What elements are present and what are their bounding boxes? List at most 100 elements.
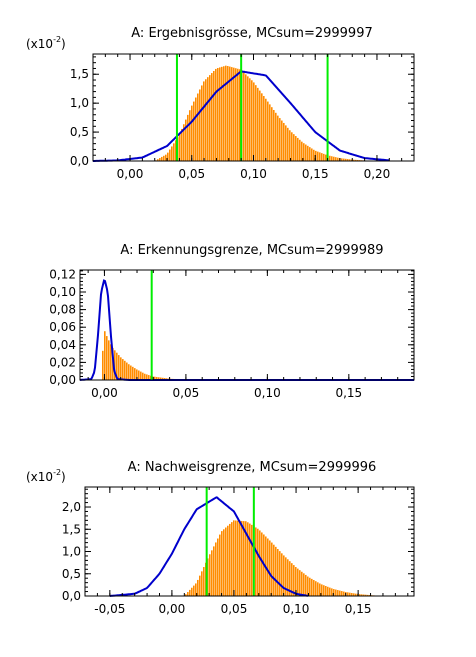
histogram-bar bbox=[227, 525, 229, 596]
histogram-bar bbox=[319, 583, 321, 596]
histogram-bar bbox=[219, 534, 221, 596]
histogram-bar bbox=[341, 591, 343, 596]
histogram-bar bbox=[329, 587, 331, 596]
histogram-bar bbox=[317, 582, 319, 596]
y-tick-label: 1,5 bbox=[62, 522, 81, 536]
histogram-bar bbox=[207, 558, 209, 596]
histogram-bar bbox=[187, 114, 189, 161]
histogram-bar bbox=[213, 546, 215, 596]
histogram-bar bbox=[156, 376, 158, 380]
histogram-bar bbox=[199, 575, 201, 596]
histogram-bar bbox=[283, 122, 285, 161]
histogram-bar bbox=[227, 66, 229, 161]
histogram-bar bbox=[191, 587, 193, 596]
histogram-bar bbox=[181, 128, 183, 161]
histogram-bar bbox=[259, 530, 261, 596]
histogram-bar bbox=[345, 158, 347, 161]
histogram-bar bbox=[355, 159, 357, 161]
histogram-bar bbox=[163, 155, 165, 161]
histogram-bar bbox=[108, 340, 110, 380]
y-tick-label: 0,10 bbox=[49, 285, 76, 299]
histogram-bar bbox=[197, 579, 199, 596]
y-axis: 0,0 0,5 1,0 1,5 bbox=[70, 56, 414, 168]
x-tick-label: 0,05 bbox=[173, 386, 200, 400]
panel-1: A: Ergebnisgrösse, MCsum=2999997 (x10-2)… bbox=[26, 26, 415, 181]
histogram-bar bbox=[251, 80, 253, 161]
histogram-bar bbox=[327, 586, 329, 596]
histogram-bar bbox=[353, 593, 355, 596]
histogram-bar bbox=[365, 594, 367, 596]
histogram-bar bbox=[333, 156, 335, 161]
histogram-bar bbox=[293, 134, 295, 161]
y-axis: 0,0 0,5 1,0 1,5 2,0 bbox=[62, 488, 414, 603]
y-tick-label: 0,0 bbox=[70, 154, 89, 168]
histogram-bar bbox=[273, 109, 275, 161]
histogram-bar bbox=[167, 152, 169, 161]
histogram-bar bbox=[215, 542, 217, 596]
histogram-bar bbox=[197, 93, 199, 161]
histogram-bar bbox=[217, 538, 219, 596]
histogram-bar bbox=[293, 565, 295, 596]
histogram-bar bbox=[165, 154, 167, 161]
x-tick-label: -0,05 bbox=[94, 602, 125, 616]
histogram-bar bbox=[343, 591, 345, 596]
x-tick-label: 0,15 bbox=[335, 386, 362, 400]
histogram-bar bbox=[211, 550, 213, 596]
histogram-bars bbox=[185, 520, 383, 596]
histogram-bar bbox=[255, 527, 257, 596]
histogram-bar bbox=[239, 69, 241, 161]
y-tick-label: 0,0 bbox=[62, 589, 81, 603]
histogram-bar bbox=[134, 368, 136, 380]
histogram-bar bbox=[273, 544, 275, 596]
histogram-bar bbox=[357, 159, 359, 161]
panel-3-title: A: Nachweisgrenze, MCsum=2999996 bbox=[128, 460, 377, 475]
histogram-bar bbox=[275, 546, 277, 596]
x-tick-label: 0,15 bbox=[345, 602, 372, 616]
histogram-bar bbox=[235, 520, 237, 596]
y-tick-label: 0,06 bbox=[49, 320, 76, 334]
histogram-bar bbox=[279, 551, 281, 596]
histogram-bar bbox=[355, 593, 357, 596]
x-axis: -0,05 0,00 0,05 0,10 0,15 bbox=[84, 487, 409, 616]
histogram-bar bbox=[283, 555, 285, 596]
histogram-bar bbox=[289, 561, 291, 596]
histogram-bar bbox=[263, 96, 265, 161]
histogram-bar bbox=[315, 581, 317, 596]
y-tick-label: 0,08 bbox=[49, 303, 76, 317]
histogram-bar bbox=[301, 141, 303, 161]
histogram-bar bbox=[245, 74, 247, 161]
histogram-bar bbox=[159, 158, 161, 161]
histogram-bar bbox=[201, 85, 203, 161]
histogram-bar bbox=[122, 359, 124, 380]
histogram-bar bbox=[349, 592, 351, 596]
histogram-bar bbox=[247, 76, 249, 161]
histogram-bar bbox=[209, 75, 211, 161]
histogram-bar bbox=[225, 527, 227, 596]
histogram-bar bbox=[144, 373, 146, 380]
x-tick-label: 0,20 bbox=[364, 167, 391, 181]
histogram-bar bbox=[215, 68, 217, 161]
histogram-bar bbox=[245, 521, 247, 596]
histogram-bar bbox=[116, 352, 118, 380]
x-tick-label: 0,10 bbox=[254, 386, 281, 400]
histogram-bar bbox=[351, 593, 353, 596]
histogram-bar bbox=[235, 68, 237, 161]
y-tick-label: 0,02 bbox=[49, 355, 76, 369]
histogram-bar bbox=[261, 93, 263, 161]
histogram-bar bbox=[110, 344, 112, 380]
histogram-bar bbox=[195, 583, 197, 596]
histogram-bar bbox=[341, 158, 343, 161]
y-tick-label: 0,12 bbox=[49, 267, 76, 281]
histogram-bar bbox=[237, 68, 239, 161]
histogram-bar bbox=[239, 520, 241, 596]
histogram-bar bbox=[173, 143, 175, 161]
y-tick-label: 0,04 bbox=[49, 338, 76, 352]
histogram-bar bbox=[287, 559, 289, 596]
x-tick-label: 0,15 bbox=[302, 167, 329, 181]
x-tick-label: 0,10 bbox=[240, 167, 267, 181]
histogram-bar bbox=[331, 156, 333, 161]
histogram-bar bbox=[291, 563, 293, 596]
histogram-bar bbox=[359, 594, 361, 596]
histogram-bar bbox=[349, 159, 351, 161]
